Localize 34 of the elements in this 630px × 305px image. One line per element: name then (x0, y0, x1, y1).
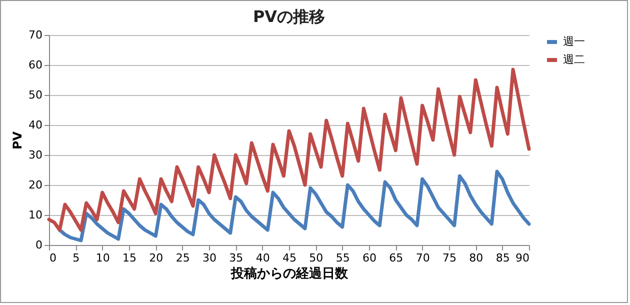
y-tick-label: 40 (28, 118, 42, 132)
x-tick-label: 35 (229, 252, 244, 264)
legend-label: 週一 (563, 35, 585, 48)
y-tick-label: 0 (36, 238, 42, 252)
x-axis-title: 投稿からの経過日数 (230, 266, 349, 282)
y-tick-label: 20 (28, 178, 42, 192)
x-tick-label: 80 (469, 252, 484, 264)
line-series (47, 68, 531, 232)
legend-label: 週二 (563, 53, 585, 66)
x-tick-label: 45 (282, 252, 296, 264)
x-tick-label: 15 (122, 252, 136, 264)
x-tick-label: 50 (309, 252, 324, 264)
x-tick-label: 75 (442, 252, 456, 264)
x-tick-label: 25 (176, 252, 190, 264)
x-tick-label: 85 (496, 252, 510, 264)
x-tick-label: 60 (362, 252, 376, 264)
x-tick-label: 10 (96, 252, 110, 264)
y-tick-label: 60 (28, 58, 42, 72)
x-tick-label: 20 (149, 252, 164, 264)
x-tick-label: 0 (50, 252, 56, 264)
x-tick-label: 90 (516, 252, 530, 264)
chart-title: PVの推移 (252, 7, 326, 26)
y-tick-label: 10 (28, 208, 42, 222)
x-tick-label: 30 (202, 252, 216, 264)
x-tick-label: 40 (256, 252, 270, 264)
line-series (58, 170, 531, 242)
x-tick-label: 65 (389, 252, 404, 264)
x-tick-label: 55 (336, 252, 350, 264)
y-axis-title: PV (10, 130, 25, 150)
y-tick-label: 30 (28, 148, 42, 162)
x-tick-label: 5 (72, 252, 80, 264)
y-tick-label: 50 (28, 88, 42, 102)
x-tick-label: 70 (416, 252, 430, 264)
y-tick-label: 70 (28, 28, 42, 42)
